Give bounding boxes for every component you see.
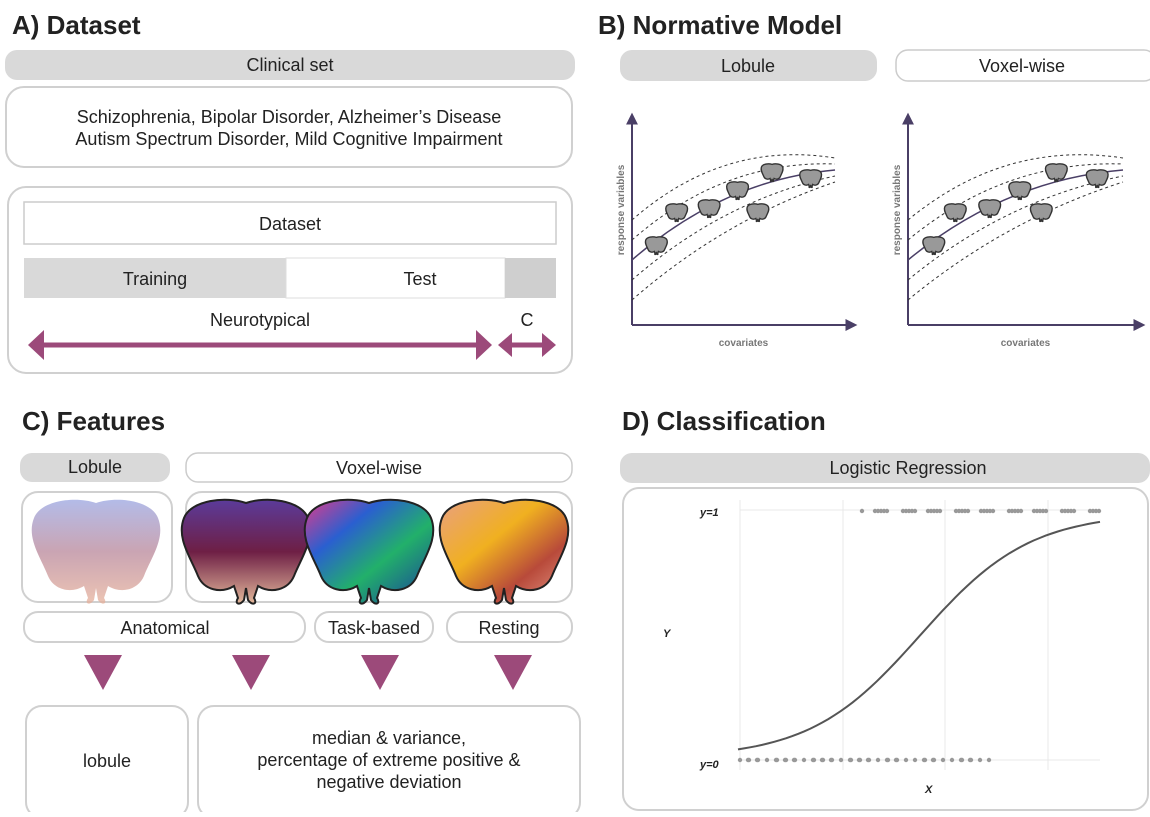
point xyxy=(873,509,877,513)
tab-label: Voxel-wise xyxy=(979,56,1065,76)
output-line: negative deviation xyxy=(316,772,461,792)
brain-icon xyxy=(645,237,667,255)
point xyxy=(765,758,769,762)
point xyxy=(866,758,870,762)
point xyxy=(904,758,908,762)
clinical-bar xyxy=(505,258,556,298)
tab-label: Lobule xyxy=(721,56,775,76)
dataset-label: Dataset xyxy=(259,214,321,234)
point xyxy=(885,758,889,762)
point xyxy=(774,758,778,762)
point xyxy=(820,758,824,762)
disorder-box xyxy=(6,87,572,167)
point xyxy=(738,758,742,762)
point xyxy=(901,509,905,513)
brain-icon xyxy=(698,200,720,218)
point xyxy=(979,509,983,513)
point xyxy=(876,758,880,762)
disorder-line: Autism Spectrum Disorder, Mild Cognitive… xyxy=(75,129,502,149)
brain-icon xyxy=(1030,204,1052,222)
panel-title: B) Normative Model xyxy=(598,10,842,40)
brain-icon xyxy=(923,237,945,255)
point xyxy=(941,758,945,762)
point xyxy=(746,758,750,762)
point xyxy=(811,758,815,762)
x-axis-label: X xyxy=(924,784,933,796)
brain-icon xyxy=(944,204,966,222)
y-top-label: y=1 xyxy=(699,507,719,519)
y-bottom-label: y=0 xyxy=(699,759,720,771)
point xyxy=(829,758,833,762)
point xyxy=(1007,509,1011,513)
point xyxy=(783,758,787,762)
panel-title: D) Classification xyxy=(622,406,826,436)
header-label: Clinical set xyxy=(246,55,333,75)
neurotypical-label: Neurotypical xyxy=(210,310,310,330)
feature-label: Resting xyxy=(478,618,539,638)
point xyxy=(931,758,935,762)
panel-title: C) Features xyxy=(22,406,165,436)
point xyxy=(926,509,930,513)
point xyxy=(755,758,759,762)
point xyxy=(950,758,954,762)
brain-icon xyxy=(800,170,822,188)
point xyxy=(1060,509,1064,513)
y-axis-label: response variables xyxy=(616,164,627,255)
point xyxy=(894,758,898,762)
brain-icon xyxy=(1086,170,1108,188)
point xyxy=(792,758,796,762)
point xyxy=(978,758,982,762)
point xyxy=(959,758,963,762)
output-line: median & variance, xyxy=(312,728,466,748)
brain-icon xyxy=(979,200,1001,218)
x-axis-label: covariates xyxy=(1001,338,1051,349)
tab-label: Lobule xyxy=(68,457,122,477)
panel-title: A) Dataset xyxy=(12,10,141,40)
point xyxy=(860,509,864,513)
point xyxy=(839,758,843,762)
clinical-label: C xyxy=(521,310,534,330)
header-label: Logistic Regression xyxy=(829,458,986,478)
disorder-line: Schizophrenia, Bipolar Disorder, Alzheim… xyxy=(77,107,502,127)
training-label: Training xyxy=(123,269,187,289)
down-arrows xyxy=(84,655,532,690)
point xyxy=(848,758,852,762)
point xyxy=(922,758,926,762)
point xyxy=(802,758,806,762)
point xyxy=(1032,509,1036,513)
point xyxy=(954,509,958,513)
point xyxy=(1088,509,1092,513)
point xyxy=(987,758,991,762)
x-axis-label: covariates xyxy=(719,338,769,349)
brain-icon xyxy=(747,204,769,222)
figure: A) Dataset Clinical set Schizophrenia, B… xyxy=(0,0,1150,812)
feature-label: Task-based xyxy=(328,618,420,638)
point xyxy=(913,758,917,762)
tab-label: Voxel-wise xyxy=(336,458,422,478)
y-axis-label: response variables xyxy=(892,164,903,255)
test-bar xyxy=(286,258,505,298)
test-label: Test xyxy=(403,269,436,289)
point xyxy=(968,758,972,762)
feature-label: Anatomical xyxy=(120,618,209,638)
output-line: percentage of extreme positive & xyxy=(257,750,520,770)
point xyxy=(857,758,861,762)
brain-icon xyxy=(666,204,688,222)
output-label: lobule xyxy=(83,751,131,771)
brain-icon xyxy=(1045,164,1067,182)
